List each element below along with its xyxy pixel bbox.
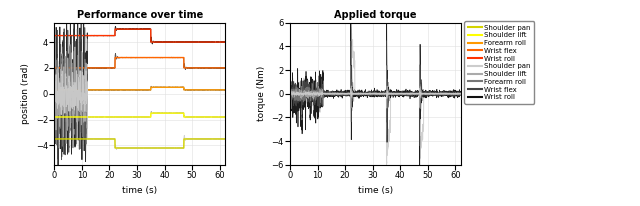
Title: Performance over time: Performance over time <box>77 11 203 20</box>
X-axis label: time (s): time (s) <box>358 186 393 195</box>
Legend: Shoulder pan, Shoulder lift, Forearm roll, Wrist flex, Wrist roll, Shoulder pan,: Shoulder pan, Shoulder lift, Forearm rol… <box>464 21 534 104</box>
Title: Applied torque: Applied torque <box>334 11 417 20</box>
Y-axis label: torque (Nm): torque (Nm) <box>257 66 266 121</box>
Y-axis label: position (rad): position (rad) <box>21 63 30 124</box>
X-axis label: time (s): time (s) <box>122 186 157 195</box>
